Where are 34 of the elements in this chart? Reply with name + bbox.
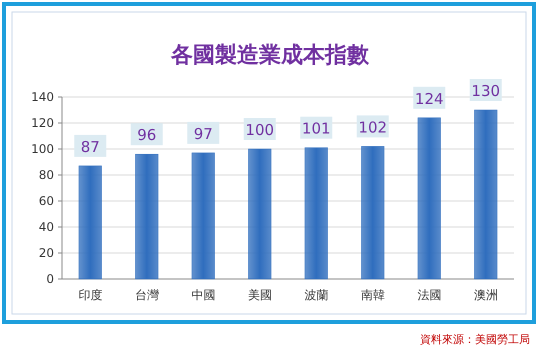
data-label: 101 [302,120,331,138]
y-tick-label: 80 [38,168,54,182]
x-tick-label: 美國 [248,288,272,302]
y-tick-label: 120 [31,116,54,130]
data-label: 97 [194,124,213,143]
x-tick-label: 南韓 [360,288,385,302]
bar [418,118,441,280]
x-tick-label: 澳洲 [474,288,498,302]
bar [474,110,498,280]
bar [135,154,158,280]
x-tick-label: 波蘭 [304,288,328,302]
data-label: 130 [471,82,500,100]
x-tick-label: 台灣 [134,288,159,302]
data-label: 102 [358,118,388,136]
x-tick-label: 印度 [78,288,102,302]
bar [248,148,272,280]
data-label: 100 [245,121,274,139]
bar [361,146,384,280]
x-tick-label: 法國 [417,288,442,302]
y-tick-label: 140 [31,90,54,104]
y-tick-label: 40 [38,220,54,234]
bar [192,152,215,280]
y-tick-label: 60 [38,194,54,208]
chart-title: 各國製造業成本指數 [170,43,370,68]
bar [304,147,328,280]
data-label: 124 [414,90,444,108]
data-label: 87 [80,138,100,156]
y-tick-label: 100 [31,142,54,156]
source-note: 資料來源：美國勞工局 [420,333,530,346]
bar [78,166,102,280]
data-label: 96 [137,126,156,144]
y-tick-label: 20 [38,246,54,260]
y-tick-label: 0 [46,272,54,286]
x-tick-label: 中國 [191,288,216,302]
